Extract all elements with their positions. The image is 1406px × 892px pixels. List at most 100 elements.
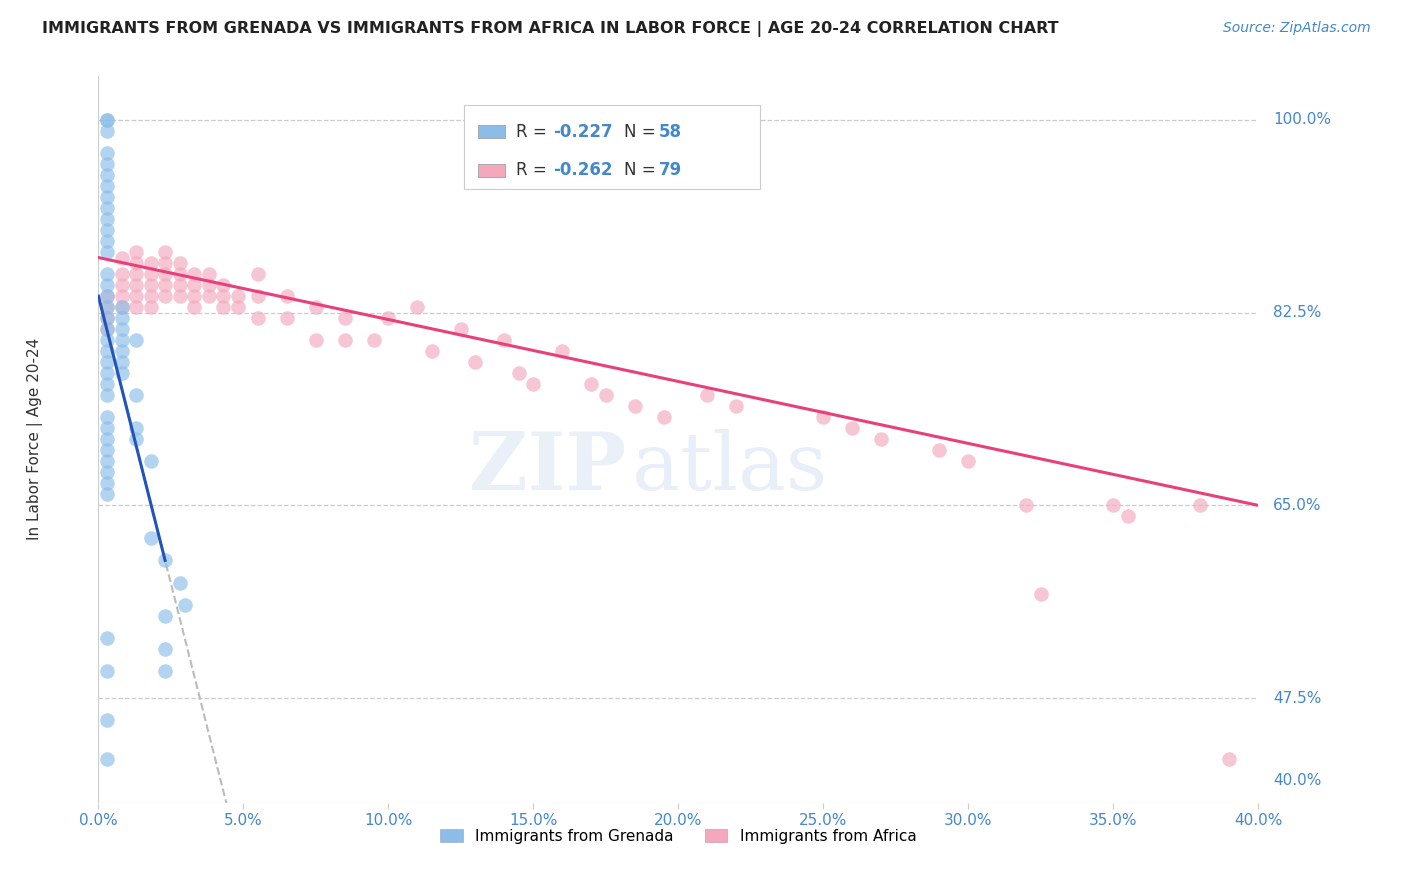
Text: -0.227: -0.227 xyxy=(554,123,613,141)
Point xyxy=(96,366,118,380)
Point xyxy=(450,322,472,336)
Point xyxy=(96,355,118,369)
Text: -0.262: -0.262 xyxy=(554,161,613,179)
Text: 100.0%: 100.0% xyxy=(1272,112,1331,128)
Point xyxy=(139,532,162,546)
Text: 65.0%: 65.0% xyxy=(1272,498,1322,513)
Point xyxy=(169,575,191,590)
Point xyxy=(125,388,148,402)
Point xyxy=(1029,586,1052,600)
Point xyxy=(96,487,118,501)
Text: R =: R = xyxy=(516,161,553,179)
Point xyxy=(153,289,176,303)
Point xyxy=(246,289,269,303)
Point xyxy=(333,333,356,347)
Point xyxy=(139,256,162,270)
Point xyxy=(125,333,148,347)
Point xyxy=(125,421,148,435)
Point xyxy=(841,421,863,435)
Point xyxy=(928,443,950,458)
Point xyxy=(96,752,118,766)
Point xyxy=(96,157,118,171)
Point xyxy=(169,267,191,281)
Point xyxy=(1116,509,1139,524)
Point xyxy=(111,300,132,314)
Point xyxy=(96,300,118,314)
Point xyxy=(96,212,118,227)
Point xyxy=(96,322,118,336)
Point xyxy=(96,201,118,215)
Point xyxy=(153,664,176,678)
Point xyxy=(96,388,118,402)
Point xyxy=(96,631,118,645)
Point xyxy=(153,553,176,567)
Point xyxy=(508,366,530,380)
Text: ZIP: ZIP xyxy=(470,429,626,508)
Point xyxy=(581,377,603,392)
Point xyxy=(406,300,429,314)
Text: In Labor Force | Age 20-24: In Labor Force | Age 20-24 xyxy=(27,338,42,541)
Point xyxy=(276,289,298,303)
Text: 79: 79 xyxy=(659,161,682,179)
Point xyxy=(1189,499,1212,513)
Point xyxy=(595,388,617,402)
Point xyxy=(96,421,118,435)
Text: 58: 58 xyxy=(659,123,682,141)
Text: 82.5%: 82.5% xyxy=(1272,305,1322,320)
Point xyxy=(169,278,191,293)
Point xyxy=(96,443,118,458)
Point xyxy=(139,289,162,303)
Point xyxy=(226,300,249,314)
Point xyxy=(96,223,118,237)
Point xyxy=(1015,499,1038,513)
Point xyxy=(494,333,516,347)
Point xyxy=(813,410,835,425)
Point xyxy=(139,454,162,468)
Point xyxy=(522,377,544,392)
Point xyxy=(125,267,148,281)
Point xyxy=(111,278,132,293)
Point xyxy=(125,432,148,446)
Legend: Immigrants from Grenada, Immigrants from Africa: Immigrants from Grenada, Immigrants from… xyxy=(434,822,922,850)
Point xyxy=(96,267,118,281)
Point xyxy=(1102,499,1125,513)
Point xyxy=(464,355,486,369)
Point xyxy=(725,399,748,413)
Point xyxy=(125,289,148,303)
Point xyxy=(111,333,132,347)
Point xyxy=(125,300,148,314)
Point xyxy=(111,344,132,359)
Point xyxy=(96,454,118,468)
Point xyxy=(139,300,162,314)
Point xyxy=(111,366,132,380)
Point xyxy=(276,311,298,326)
Text: 47.5%: 47.5% xyxy=(1272,690,1322,706)
Point xyxy=(246,311,269,326)
Text: atlas: atlas xyxy=(633,429,827,508)
Point xyxy=(96,278,118,293)
Point xyxy=(212,300,235,314)
Point xyxy=(197,267,219,281)
Text: R =: R = xyxy=(516,123,553,141)
Point xyxy=(111,322,132,336)
Point xyxy=(139,278,162,293)
Point xyxy=(652,410,675,425)
Point xyxy=(111,311,132,326)
Point xyxy=(183,289,205,303)
Point xyxy=(183,267,205,281)
Point xyxy=(305,300,328,314)
Point xyxy=(420,344,443,359)
Point xyxy=(96,112,118,127)
Point xyxy=(96,300,118,314)
Point xyxy=(111,267,132,281)
Point xyxy=(153,267,176,281)
Point xyxy=(226,289,249,303)
Point xyxy=(111,355,132,369)
Point xyxy=(96,289,118,303)
Point xyxy=(957,454,980,468)
Point xyxy=(153,608,176,623)
Point xyxy=(153,245,176,260)
Point xyxy=(377,311,399,326)
Point xyxy=(169,289,191,303)
Point xyxy=(96,713,118,727)
